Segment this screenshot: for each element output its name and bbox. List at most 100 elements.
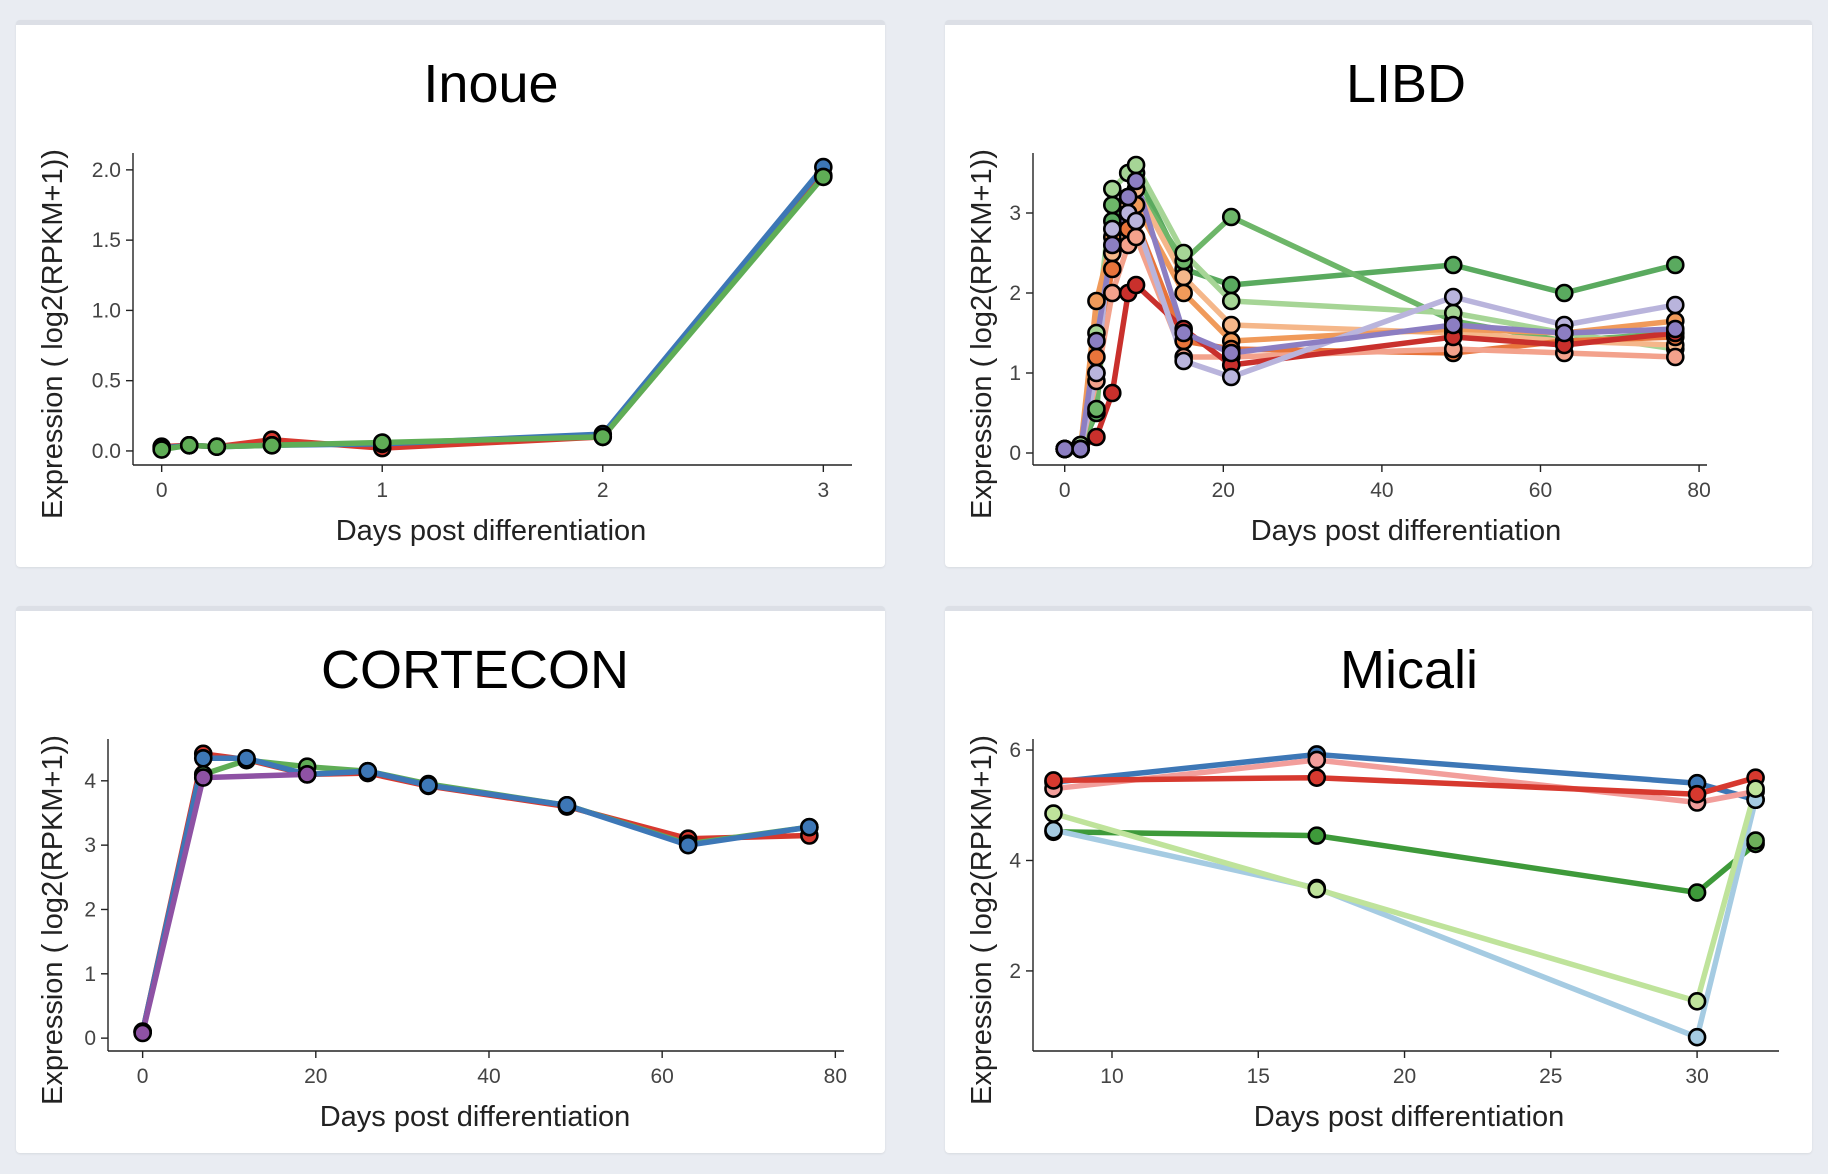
data-point[interactable] xyxy=(1087,363,1106,383)
y-tick-label: 2 xyxy=(84,898,96,921)
data-point[interactable] xyxy=(1687,992,1707,1011)
data-point[interactable] xyxy=(1102,195,1122,215)
x-tick-label: 40 xyxy=(477,1065,500,1088)
data-point[interactable] xyxy=(358,761,378,781)
chart-title: Inoue xyxy=(423,54,558,114)
y-axis-label: Expression ( log2(RPKM+1)) xyxy=(37,149,69,519)
series-line-6 xyxy=(1050,785,1759,1005)
data-point[interactable] xyxy=(133,1023,152,1043)
data-point[interactable] xyxy=(1665,255,1685,275)
data-point[interactable] xyxy=(1102,259,1122,279)
data-point[interactable] xyxy=(1687,883,1707,902)
x-tick-label: 80 xyxy=(1687,479,1710,502)
data-point[interactable] xyxy=(193,768,213,787)
data-point[interactable] xyxy=(1102,219,1122,239)
series-line-3 xyxy=(1050,829,1759,896)
data-point[interactable] xyxy=(1221,315,1241,335)
data-point[interactable] xyxy=(1174,323,1193,343)
data-point[interactable] xyxy=(1044,771,1063,790)
data-point[interactable] xyxy=(678,835,698,855)
x-tick-label: 80 xyxy=(824,1065,847,1088)
chart-title: Micali xyxy=(1340,640,1478,700)
series-line-0 xyxy=(158,172,827,451)
data-point[interactable] xyxy=(1307,768,1327,787)
series-line-1 xyxy=(158,164,827,451)
y-axis-label: Expression ( log2(RPKM+1)) xyxy=(966,149,998,519)
data-point[interactable] xyxy=(1221,275,1241,295)
data-point[interactable] xyxy=(262,436,282,455)
data-point[interactable] xyxy=(1554,323,1574,343)
x-tick-label: 0 xyxy=(156,479,168,502)
data-point[interactable] xyxy=(1087,347,1106,367)
data-point[interactable] xyxy=(1443,287,1463,307)
data-point[interactable] xyxy=(1174,243,1193,263)
data-point[interactable] xyxy=(1554,283,1574,303)
data-point[interactable] xyxy=(1126,155,1146,175)
data-point[interactable] xyxy=(1746,831,1765,850)
data-point[interactable] xyxy=(1443,255,1463,275)
data-point[interactable] xyxy=(1087,399,1106,419)
y-tick-label: 4 xyxy=(1009,849,1021,872)
data-point[interactable] xyxy=(179,436,199,455)
y-tick-label: 3 xyxy=(84,834,96,857)
data-point[interactable] xyxy=(1221,207,1241,227)
data-point[interactable] xyxy=(1126,211,1146,231)
x-tick-label: 60 xyxy=(1529,479,1552,502)
data-point[interactable] xyxy=(1221,367,1241,387)
data-point[interactable] xyxy=(1687,1027,1707,1047)
data-point[interactable] xyxy=(1174,351,1193,371)
y-tick-label: 1.5 xyxy=(92,229,121,252)
data-point[interactable] xyxy=(1102,179,1122,199)
data-point[interactable] xyxy=(1071,439,1090,459)
chart-panel-micali: Micali Days post differentiation Express… xyxy=(945,606,1812,1153)
data-point[interactable] xyxy=(1221,291,1241,311)
data-point[interactable] xyxy=(1174,267,1193,287)
data-point[interactable] xyxy=(1087,427,1106,447)
y-tick-label: 4 xyxy=(84,770,96,793)
y-tick-label: 1 xyxy=(84,963,96,986)
x-tick-label: 10 xyxy=(1100,1065,1123,1088)
data-point[interactable] xyxy=(1118,187,1138,207)
data-point[interactable] xyxy=(1746,779,1765,798)
data-point[interactable] xyxy=(593,427,613,447)
data-point[interactable] xyxy=(419,776,438,795)
data-point[interactable] xyxy=(557,795,577,815)
x-tick-label: 20 xyxy=(304,1065,327,1088)
data-point[interactable] xyxy=(814,167,833,187)
data-point[interactable] xyxy=(1665,319,1685,339)
data-point[interactable] xyxy=(207,437,227,457)
x-tick-label: 1 xyxy=(376,479,388,502)
data-point[interactable] xyxy=(1126,227,1146,247)
data-point[interactable] xyxy=(1307,826,1327,845)
chart-cortecon: CORTECON Days post differentiation Expre… xyxy=(37,640,847,1133)
data-point[interactable] xyxy=(1221,343,1241,363)
data-point[interactable] xyxy=(1055,439,1075,459)
data-point[interactable] xyxy=(1087,331,1106,351)
x-tick-label: 3 xyxy=(817,479,829,502)
data-point[interactable] xyxy=(1174,283,1193,303)
data-point[interactable] xyxy=(1307,879,1327,899)
data-point[interactable] xyxy=(1126,275,1146,295)
chart-panel-libd: LIBD Days post differentiation Expressio… xyxy=(945,20,1812,567)
data-point[interactable] xyxy=(152,440,171,459)
x-axis-label: Days post differentiation xyxy=(320,1101,631,1133)
data-point[interactable] xyxy=(800,817,819,837)
data-point[interactable] xyxy=(1044,804,1063,823)
data-point[interactable] xyxy=(1102,283,1122,303)
data-point[interactable] xyxy=(1102,235,1122,255)
data-point[interactable] xyxy=(297,765,317,784)
data-point[interactable] xyxy=(1126,171,1146,191)
data-point[interactable] xyxy=(1102,383,1122,403)
data-point[interactable] xyxy=(193,748,213,768)
data-point[interactable] xyxy=(1665,295,1685,315)
series-line-2 xyxy=(1050,774,1759,797)
data-point[interactable] xyxy=(1665,347,1685,367)
data-point[interactable] xyxy=(1044,820,1063,840)
data-point[interactable] xyxy=(1443,315,1463,335)
data-point[interactable] xyxy=(1687,784,1707,804)
x-tick-label: 0 xyxy=(1059,479,1071,502)
data-point[interactable] xyxy=(237,748,256,768)
data-point[interactable] xyxy=(1087,291,1106,311)
data-point[interactable] xyxy=(372,433,392,452)
data-point[interactable] xyxy=(1307,750,1327,770)
